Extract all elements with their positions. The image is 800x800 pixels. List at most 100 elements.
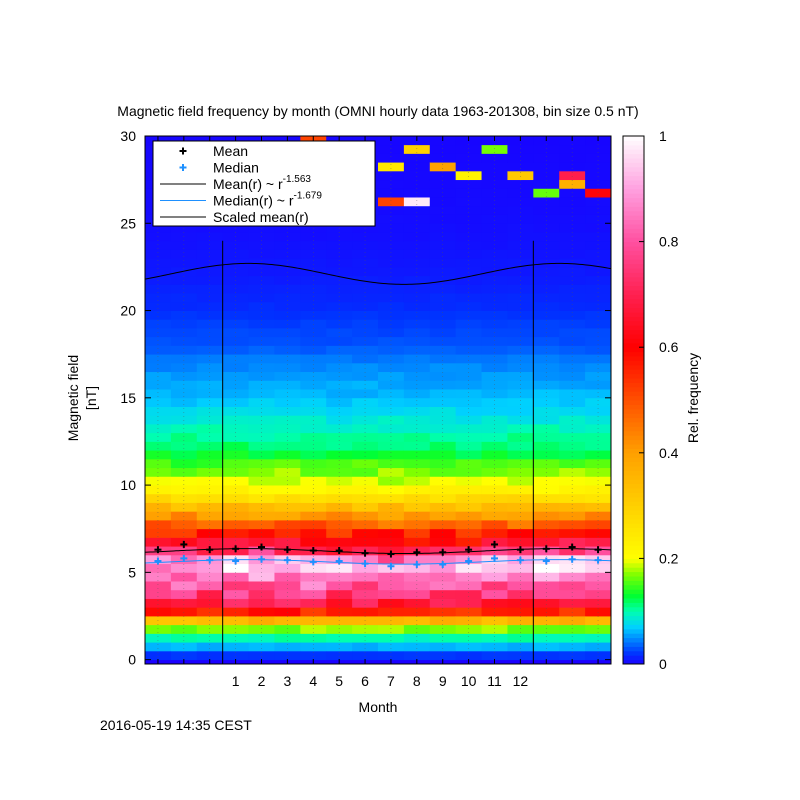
heatmap-cell <box>326 633 353 643</box>
heatmap-cell <box>196 642 224 652</box>
heatmap-cell <box>145 249 172 259</box>
heatmap-cell <box>455 642 482 652</box>
heatmap-cell <box>403 214 431 224</box>
heatmap-cell <box>429 406 457 416</box>
heatmap-cell <box>248 266 275 277</box>
heatmap-cell <box>455 415 482 425</box>
heatmap-cell <box>274 581 301 591</box>
heatmap-cell <box>533 362 560 373</box>
heatmap-cell <box>326 301 353 311</box>
heatmap-cell <box>481 441 508 451</box>
heatmap-cell <box>429 458 457 469</box>
mean-point <box>154 546 162 554</box>
heatmap-cell <box>196 607 224 617</box>
heatmap-cell <box>326 485 353 495</box>
heatmap-cell <box>145 345 172 355</box>
heatmap-cell <box>481 607 508 617</box>
colorbar-segment <box>623 166 644 172</box>
heatmap-cell <box>145 310 172 320</box>
colorbar-segment <box>623 263 644 269</box>
heatmap-cell <box>352 458 379 469</box>
colorbar-segment <box>623 474 644 480</box>
heatmap-cell <box>533 258 560 268</box>
colorbar-segment <box>623 461 644 467</box>
y-tick-label: 10 <box>120 477 136 493</box>
heatmap-cell <box>533 415 560 425</box>
heatmap-cell <box>145 319 172 329</box>
heatmap-cell <box>378 354 405 364</box>
heatmap-cell <box>170 223 198 233</box>
heatmap-cell <box>300 537 327 547</box>
heatmap-cell <box>352 415 379 425</box>
heatmap-cell <box>481 345 508 355</box>
x-tick-label: 11 <box>487 673 502 689</box>
heatmap-cell <box>300 598 327 608</box>
heatmap-cell <box>507 310 534 320</box>
heatmap-cell <box>481 301 508 311</box>
heatmap-cell <box>533 581 560 591</box>
heatmap-cell <box>274 432 301 442</box>
heatmap-cell <box>222 633 249 643</box>
heatmap-cell <box>455 205 482 215</box>
heatmap-cell <box>403 633 431 643</box>
heatmap-cell <box>481 581 508 591</box>
x-tick-label: 2 <box>258 673 266 689</box>
heatmap-cell <box>248 406 275 416</box>
colorbar-segment <box>623 589 644 595</box>
heatmap-cell <box>326 345 353 355</box>
heatmap-cell <box>455 581 482 591</box>
heatmap-cell <box>559 589 586 599</box>
heatmap-cell <box>559 162 586 172</box>
mean-point <box>335 547 343 555</box>
heatmap-cell <box>248 537 275 547</box>
heatmap-cell <box>170 650 198 661</box>
heatmap-cell <box>481 450 508 460</box>
heatmap-cell <box>326 528 353 538</box>
heatmap-cell <box>533 397 560 407</box>
heatmap-cell <box>481 633 508 643</box>
colorbar-segment <box>623 316 644 322</box>
heatmap-cell <box>585 511 612 521</box>
heatmap-cell <box>481 389 508 399</box>
colorbar-segment <box>623 294 644 300</box>
heatmap-cell <box>455 197 482 207</box>
heatmap-cell <box>145 650 172 661</box>
colorbar-segment <box>623 567 644 573</box>
heatmap-cell <box>326 450 353 460</box>
heatmap-cell <box>559 153 586 163</box>
mean-point <box>594 546 602 554</box>
heatmap-cell <box>507 354 534 364</box>
mean-point <box>283 546 291 554</box>
heatmap-cell <box>274 485 301 495</box>
heatmap-cell <box>326 432 353 442</box>
heatmap-cell <box>248 624 275 634</box>
heatmap-cell <box>222 642 249 652</box>
heatmap-cell <box>378 537 405 547</box>
heatmap-cell <box>326 406 353 416</box>
colorbar-segment <box>623 180 644 185</box>
heatmap-cell <box>170 249 198 259</box>
heatmap-cell <box>429 319 457 329</box>
heatmap-cell <box>196 362 224 373</box>
colorbar-segment <box>623 554 644 559</box>
heatmap-cell <box>300 223 327 233</box>
heatmap-cell <box>248 354 275 364</box>
heatmap-cell <box>455 624 482 634</box>
heatmap-cell <box>403 354 431 364</box>
heatmap-cell <box>559 214 586 224</box>
heatmap-cell <box>481 170 508 181</box>
heatmap-cell <box>145 581 172 591</box>
median-point <box>206 556 214 564</box>
colorbar-segment <box>623 540 644 546</box>
heatmap-cell <box>507 432 534 442</box>
colorbar-segment <box>623 624 644 630</box>
heatmap-cell <box>481 642 508 652</box>
median-point <box>439 561 447 569</box>
colorbar-segment <box>623 417 644 423</box>
heatmap-cell <box>145 624 172 634</box>
heatmap-cell <box>145 354 172 364</box>
heatmap-cell <box>352 266 379 277</box>
heatmap-cell <box>170 406 198 416</box>
heatmap-cell <box>196 650 224 661</box>
heatmap-cell <box>559 415 586 425</box>
